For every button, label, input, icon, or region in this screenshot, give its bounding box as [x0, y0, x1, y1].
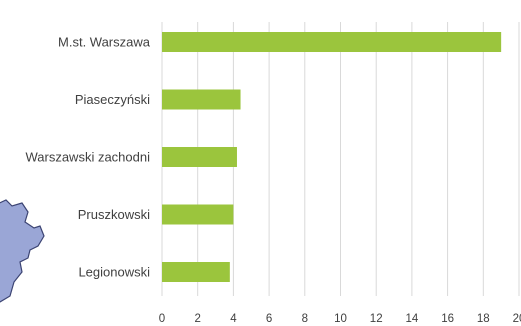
bar — [162, 32, 502, 52]
bar — [162, 204, 234, 225]
x-tick-label: 0 — [159, 313, 165, 325]
x-tick-label: 10 — [334, 313, 347, 325]
bar — [162, 147, 237, 167]
x-tick-label: 16 — [441, 313, 454, 325]
x-tick-label: 18 — [477, 313, 490, 325]
bar — [162, 262, 230, 282]
x-tick-label: 6 — [266, 313, 272, 325]
category-label: Warszawski zachodni — [25, 150, 150, 165]
x-tick-label: 12 — [370, 313, 383, 325]
grid-layer — [161, 22, 520, 296]
x-tick-label: 2 — [194, 313, 200, 325]
category-labels: M.st. Warszawa Piaseczyński Warszawski zac… — [25, 35, 150, 280]
category-label: Pruszkowski — [78, 207, 150, 222]
x-tick-label: 4 — [230, 313, 237, 325]
x-tick-label: 20 — [513, 313, 521, 325]
x-tick-label: 8 — [302, 313, 308, 325]
category-label: Piaseczyński — [75, 92, 150, 107]
region-map-decoration — [0, 199, 45, 303]
x-tick-label: 14 — [406, 313, 419, 325]
category-label: M.st. Warszawa — [58, 35, 151, 50]
category-label: Legionowski — [78, 265, 150, 280]
bar-layer — [162, 32, 502, 282]
x-tick-labels: 0 2 4 6 8 10 12 14 16 18 20 — [159, 313, 521, 325]
bar — [162, 89, 241, 110]
